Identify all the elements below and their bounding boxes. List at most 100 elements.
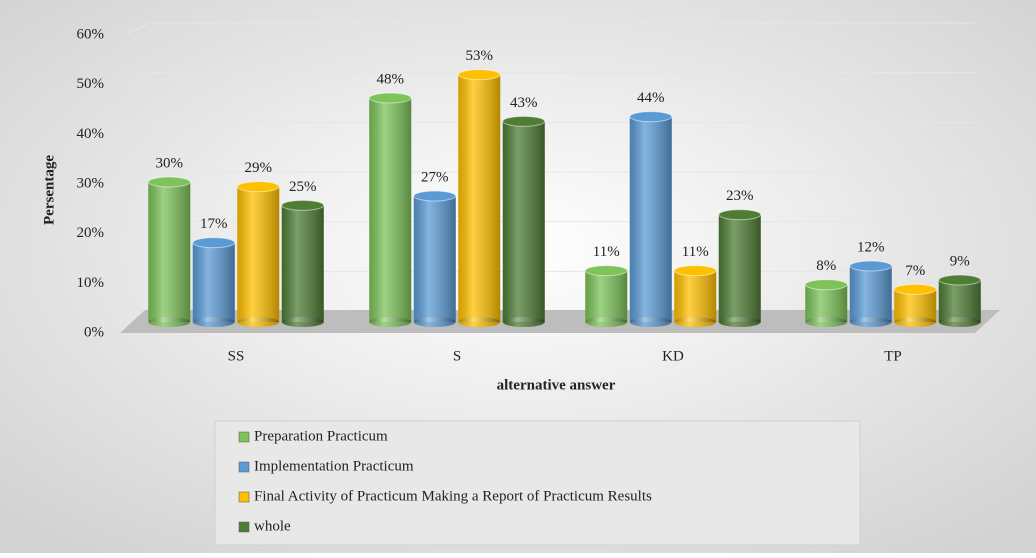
- bar-part: [849, 260, 893, 272]
- bar: [281, 199, 325, 327]
- bar: [457, 69, 501, 327]
- data-label: 11%: [593, 244, 620, 260]
- bar-part: [413, 317, 456, 327]
- bar-part: [502, 115, 546, 127]
- bar-part: [805, 317, 848, 327]
- bar-part: [457, 69, 501, 81]
- floor: [120, 310, 1000, 333]
- bar: [413, 190, 457, 327]
- data-label: 12%: [857, 239, 885, 255]
- bar-part: [629, 317, 672, 327]
- y-tick-label: 30%: [77, 175, 105, 191]
- data-label: 48%: [377, 71, 405, 87]
- legend-label: Preparation Practicum: [254, 428, 388, 444]
- bar-part: [849, 317, 892, 327]
- y-tick-label: 20%: [77, 225, 105, 241]
- data-label: 53%: [466, 48, 494, 64]
- data-label: 30%: [156, 155, 184, 171]
- grid-line: [124, 22, 975, 36]
- bar-part: [849, 266, 892, 322]
- bar: [804, 279, 848, 327]
- bar-part: [236, 181, 280, 193]
- bar-part: [281, 199, 325, 211]
- bar-part: [585, 270, 628, 322]
- bar-part: [148, 182, 191, 322]
- data-label: 27%: [421, 169, 449, 185]
- bar: [673, 265, 717, 327]
- bar-part: [192, 237, 236, 249]
- bar-part: [281, 205, 324, 322]
- bar-part: [368, 92, 412, 104]
- y-tick-label: 60%: [77, 26, 105, 42]
- grid-line: [124, 171, 975, 185]
- bar-part: [629, 116, 672, 323]
- data-label: 11%: [682, 244, 709, 260]
- data-label: 7%: [905, 263, 925, 279]
- data-label: 8%: [816, 258, 836, 274]
- bar-part: [805, 284, 848, 322]
- y-axis-title: Persentage: [41, 155, 57, 225]
- x-axis-title: alternative answer: [497, 377, 616, 393]
- bar-part: [718, 209, 762, 221]
- bar: [236, 181, 280, 327]
- data-label: 25%: [289, 179, 317, 195]
- bar-part: [718, 214, 761, 322]
- x-tick-label: S: [453, 348, 461, 364]
- bar: [368, 92, 412, 327]
- legend-swatch: [238, 461, 250, 473]
- bar-part: [938, 274, 982, 286]
- bar-part: [938, 280, 981, 322]
- bar-part: [585, 317, 628, 327]
- bar-part: [673, 265, 717, 277]
- bar-part: [804, 279, 848, 291]
- bar: [849, 260, 893, 327]
- data-label: 23%: [726, 188, 754, 204]
- bar: [938, 274, 982, 327]
- bar-part: [369, 317, 412, 327]
- bar-part: [674, 317, 717, 327]
- y-tick-label: 50%: [77, 76, 105, 92]
- bar: [584, 265, 628, 327]
- bar-part: [584, 265, 628, 277]
- y-tick-label: 0%: [84, 324, 104, 340]
- bar-part: [237, 317, 280, 327]
- data-label: 17%: [200, 216, 228, 232]
- bar: [718, 209, 762, 327]
- x-tick-label: SS: [228, 348, 245, 364]
- bar: [502, 115, 546, 327]
- data-label: 43%: [510, 95, 538, 111]
- bar-part: [893, 283, 937, 295]
- bar-part: [938, 317, 981, 327]
- legend-label: Final Activity of Practicum Making a Rep…: [254, 488, 652, 504]
- bar-part: [192, 242, 235, 322]
- bar: [629, 111, 673, 327]
- bar-part: [458, 74, 501, 323]
- x-tick-label: TP: [884, 348, 902, 364]
- y-tick-label: 40%: [77, 126, 105, 142]
- bar: [893, 283, 937, 327]
- legend-label: whole: [254, 518, 291, 534]
- bar-part: [413, 196, 456, 322]
- bar-part: [894, 317, 937, 327]
- y-tick-label: 10%: [77, 275, 105, 291]
- bar-part: [629, 111, 673, 123]
- grid-line: [124, 72, 975, 86]
- bar-part: [718, 317, 761, 327]
- bar-part: [147, 176, 191, 188]
- data-label: 44%: [637, 90, 665, 106]
- legend-swatch: [238, 431, 250, 443]
- x-tick-label: KD: [662, 348, 684, 364]
- bar-part: [192, 317, 235, 327]
- data-label: 9%: [950, 253, 970, 269]
- bar: [192, 237, 236, 327]
- legend-swatch: [238, 491, 250, 503]
- bar-part: [148, 317, 191, 327]
- bar-part: [674, 270, 717, 322]
- legend-swatch: [238, 521, 250, 533]
- bar-part: [502, 317, 545, 327]
- grid-line: [124, 121, 975, 135]
- bar-part: [502, 121, 545, 322]
- bar-part: [369, 98, 412, 322]
- bar-part: [237, 186, 280, 322]
